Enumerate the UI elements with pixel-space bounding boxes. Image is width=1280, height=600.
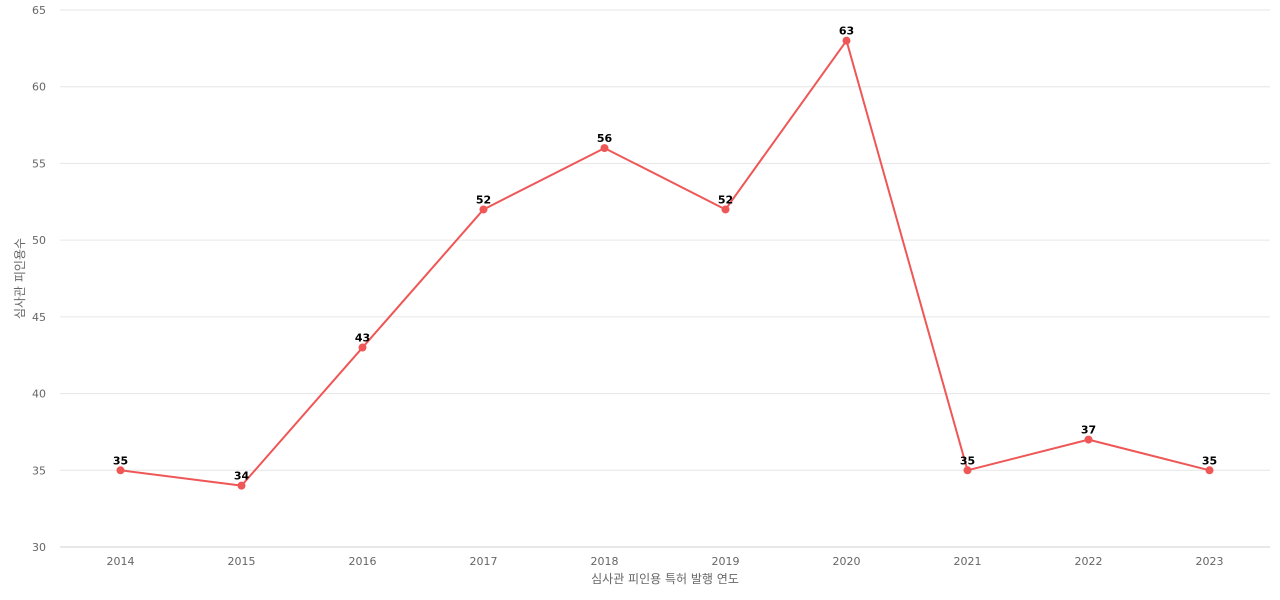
y-axis-title: 심사관 피인용수	[13, 238, 27, 319]
data-point	[116, 466, 125, 475]
gridlines	[60, 9, 1270, 548]
x-tick-label: 2021	[954, 555, 982, 568]
data-label: 52	[718, 193, 733, 206]
y-tick-label: 40	[32, 388, 46, 401]
series	[116, 36, 1214, 490]
x-tick-label: 2022	[1075, 555, 1103, 568]
data-point	[358, 343, 367, 352]
y-axis-ticks: 30 35 40 45 50 55 60 65	[32, 4, 46, 554]
data-labels: 35 34 43 52 56 52 63 35 37 35	[113, 25, 1217, 483]
x-axis-title: 심사관 피인용 특허 발행 연도	[591, 571, 739, 586]
x-tick-label: 2019	[712, 555, 740, 568]
x-tick-label: 2023	[1196, 555, 1224, 568]
data-label: 35	[960, 454, 975, 467]
data-label: 56	[597, 132, 613, 145]
y-tick-label: 65	[32, 4, 46, 17]
data-label: 63	[839, 25, 854, 38]
y-tick-label: 60	[32, 81, 46, 94]
data-point	[963, 466, 972, 475]
x-tick-label: 2020	[833, 555, 861, 568]
x-tick-label: 2014	[107, 555, 135, 568]
data-point	[600, 144, 609, 153]
data-label: 34	[234, 470, 250, 483]
data-label: 35	[1202, 454, 1217, 467]
y-tick-label: 50	[32, 234, 46, 247]
data-point	[1084, 435, 1093, 444]
data-point	[237, 481, 246, 490]
data-label: 37	[1081, 424, 1096, 437]
data-label: 43	[355, 332, 370, 345]
x-tick-label: 2016	[349, 555, 377, 568]
data-label: 35	[113, 454, 128, 467]
series-line	[120, 39, 1210, 487]
x-tick-label: 2015	[228, 555, 256, 568]
data-point	[721, 205, 730, 214]
x-tick-label: 2018	[591, 555, 619, 568]
y-tick-label: 35	[32, 464, 46, 477]
y-tick-label: 55	[32, 157, 46, 170]
data-point	[479, 205, 488, 214]
x-tick-label: 2017	[470, 555, 498, 568]
y-tick-label: 45	[32, 311, 46, 324]
data-label: 52	[476, 193, 491, 206]
data-point	[842, 36, 851, 45]
x-axis-ticks: 2014 2015 2016 2017 2018 2019 2020 2021 2022 2023	[107, 555, 1224, 568]
data-point	[1205, 466, 1214, 475]
y-tick-label: 30	[32, 541, 46, 554]
